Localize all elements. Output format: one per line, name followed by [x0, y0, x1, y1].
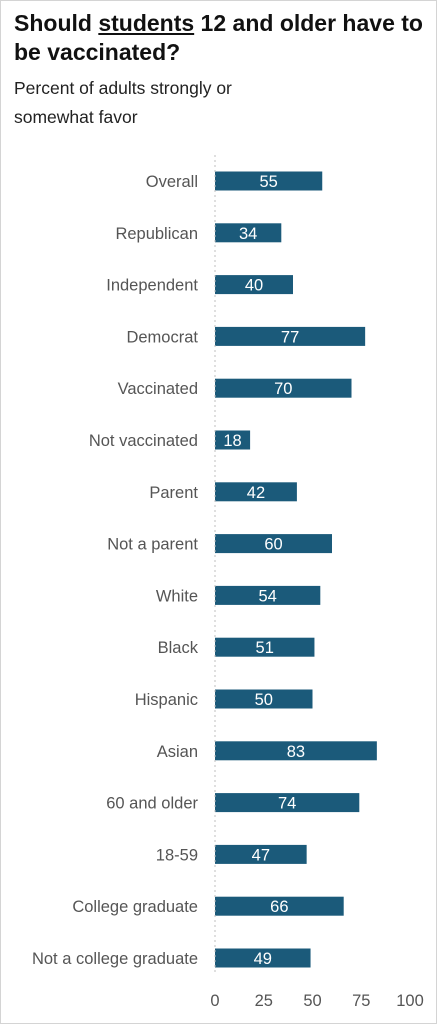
bar	[215, 585, 321, 605]
title-emphasis: students	[98, 10, 195, 36]
category-label: Republican	[115, 225, 198, 243]
data-label: 70	[274, 380, 292, 398]
bar	[215, 534, 332, 554]
category-label: Not a college graduate	[32, 950, 198, 968]
data-label: 40	[245, 277, 263, 295]
category-label: Democrat	[126, 328, 198, 346]
bar	[215, 948, 311, 968]
x-tick-label: 50	[303, 992, 321, 1010]
data-label: 34	[239, 225, 257, 243]
category-label: College graduate	[72, 898, 198, 916]
category-label: Overall	[146, 173, 198, 191]
data-label: 42	[247, 484, 265, 502]
category-label: 60 and older	[106, 795, 198, 813]
data-label: 49	[254, 950, 272, 968]
data-label: 51	[256, 639, 274, 657]
category-label: Vaccinated	[118, 380, 198, 398]
bar	[215, 637, 315, 657]
bar	[215, 844, 307, 864]
bar	[215, 326, 366, 346]
bar	[215, 378, 352, 398]
bar	[215, 275, 293, 295]
category-label: Not a parent	[107, 536, 198, 554]
data-label: 50	[255, 691, 273, 709]
category-label: Hispanic	[135, 691, 198, 709]
category-label: Black	[158, 639, 199, 657]
category-label: Not vaccinated	[89, 432, 198, 450]
bar	[215, 171, 323, 191]
data-label: 18	[223, 432, 241, 450]
data-label: 55	[259, 173, 277, 191]
data-label: 83	[287, 743, 305, 761]
data-label: 77	[281, 328, 299, 346]
category-label: Independent	[106, 277, 198, 295]
category-label: White	[156, 587, 198, 605]
data-label: 47	[252, 846, 270, 864]
data-label: 60	[264, 536, 282, 554]
bar	[215, 430, 251, 450]
data-label: 66	[270, 898, 288, 916]
bar	[215, 689, 313, 709]
data-label: 74	[278, 795, 296, 813]
bar	[215, 223, 282, 243]
bar	[215, 896, 344, 916]
bar	[215, 793, 360, 813]
category-label: 18-59	[156, 846, 198, 864]
x-tick-label: 100	[396, 992, 424, 1010]
x-tick-label: 25	[255, 992, 273, 1010]
chart-subtitle: Percent of adults strongly or somewhat f…	[14, 78, 232, 127]
data-label: 54	[258, 587, 276, 605]
bar	[215, 741, 377, 761]
chart-title: Should students 12 and older have to be …	[14, 9, 429, 67]
title-suffix: 12 and older have to be vaccinated?	[14, 10, 423, 65]
category-label: Parent	[149, 484, 198, 502]
x-tick-label: 75	[352, 992, 370, 1010]
bar	[215, 482, 297, 502]
x-tick-label: 0	[210, 992, 219, 1010]
category-label: Asian	[157, 743, 198, 761]
title-prefix: Should	[14, 10, 99, 36]
